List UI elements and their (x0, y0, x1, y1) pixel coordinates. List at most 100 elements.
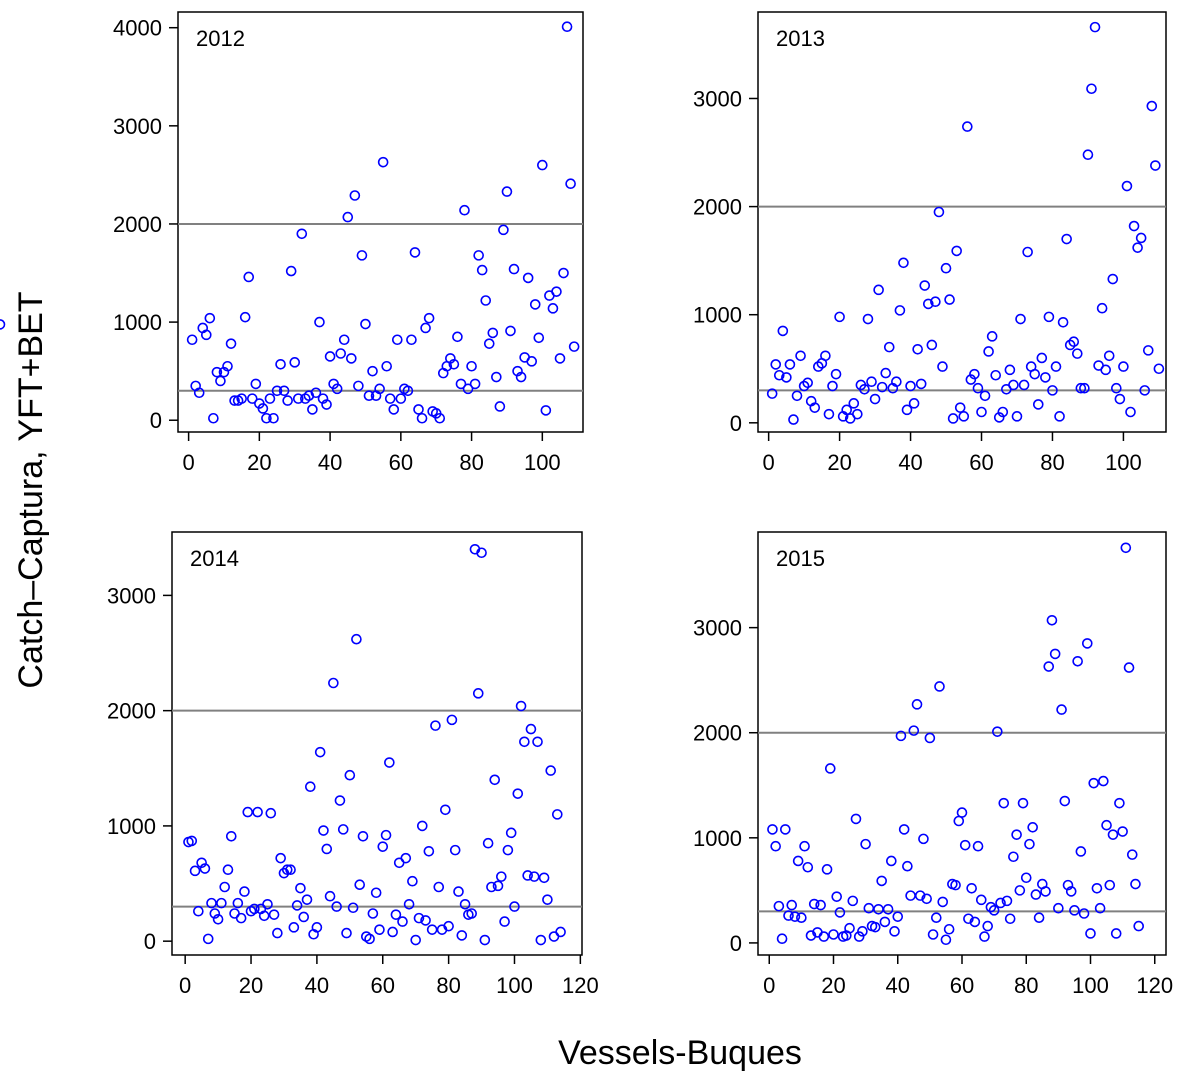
data-point (776, 933, 788, 945)
data-point (483, 338, 495, 349)
data-point (830, 368, 842, 380)
data-point (351, 633, 362, 645)
data-point (975, 894, 987, 906)
data-point (498, 224, 509, 236)
y-tick-label: 3000 (693, 86, 742, 111)
data-point (400, 852, 412, 864)
data-point (922, 298, 934, 310)
data-point (1043, 311, 1055, 323)
data-point (1075, 382, 1087, 394)
data-point (298, 911, 310, 923)
data-point (380, 829, 392, 841)
data-point (1104, 879, 1116, 891)
data-point (466, 908, 477, 919)
data-point (879, 916, 891, 928)
plot-frame (171, 531, 583, 956)
data-point (770, 840, 781, 852)
data-point (272, 927, 283, 939)
data-point (1117, 826, 1128, 837)
data-point (969, 916, 981, 928)
data-point (410, 934, 421, 946)
data-point (202, 933, 214, 945)
data-point (1123, 662, 1135, 673)
data-point (446, 714, 458, 726)
data-point (222, 864, 234, 876)
data-point (551, 286, 562, 297)
data-point (901, 404, 913, 416)
data-point (199, 863, 211, 874)
x-axis-label: Vessels-Buques (558, 1034, 802, 1072)
data-point (1139, 385, 1151, 396)
data-point (407, 875, 418, 887)
data-point (869, 393, 881, 405)
data-point (860, 838, 871, 850)
data-point (455, 378, 467, 390)
data-point (413, 404, 424, 415)
data-point (985, 901, 997, 913)
data-point (384, 393, 396, 404)
y-tick-label: 2000 (693, 195, 742, 220)
data-point (809, 402, 821, 413)
data-point (972, 840, 984, 852)
data-point (480, 295, 492, 306)
data-point (515, 371, 527, 383)
data-point (561, 21, 573, 33)
data-point (1111, 382, 1122, 394)
data-point (883, 341, 895, 353)
data-point (866, 376, 877, 388)
data-point (1064, 339, 1076, 351)
x-tick-label: 80 (1014, 973, 1038, 998)
data-point (367, 365, 378, 377)
data-point (533, 332, 545, 344)
data-point (236, 393, 247, 404)
data-point (416, 412, 428, 424)
data-point (1008, 379, 1019, 391)
data-point (1085, 928, 1096, 939)
data-point (341, 927, 352, 939)
x-tick-label: 80 (1040, 450, 1064, 475)
data-point (919, 280, 931, 291)
data-point (324, 890, 336, 902)
data-point (568, 341, 580, 352)
data-point (805, 930, 817, 941)
data-point (512, 365, 523, 377)
data-point (512, 788, 524, 799)
data-point (225, 830, 237, 842)
data-point (242, 806, 254, 818)
data-point (356, 250, 368, 261)
data-point (239, 886, 250, 897)
data-point (1146, 100, 1158, 112)
data-point (828, 929, 839, 940)
data-point (983, 346, 994, 357)
data-point (515, 700, 527, 712)
data-point (392, 334, 403, 346)
data-point (767, 824, 778, 835)
y-tick-label: 1000 (693, 303, 742, 328)
data-point (898, 257, 909, 269)
data-point (206, 897, 217, 909)
y-tick-label: 2000 (107, 699, 156, 724)
x-tick-label: 40 (318, 450, 342, 475)
data-point (982, 920, 994, 932)
data-point (1107, 829, 1119, 840)
data-point (275, 358, 286, 370)
data-point (892, 911, 904, 922)
data-point (914, 890, 926, 901)
data-point (232, 897, 244, 909)
data-point (1100, 364, 1111, 376)
data-point (388, 404, 400, 415)
data-point (264, 393, 276, 404)
data-point (898, 824, 910, 835)
data-point (959, 839, 971, 851)
data-point (200, 329, 212, 341)
data-point (193, 387, 205, 399)
data-point (295, 882, 306, 894)
data-point (486, 881, 497, 893)
data-point (252, 806, 263, 818)
data-point (522, 870, 533, 881)
data-point (827, 380, 838, 392)
panel-title: 2012 (196, 26, 245, 51)
data-point (821, 864, 833, 875)
data-point (1091, 882, 1103, 894)
data-point (958, 411, 970, 422)
